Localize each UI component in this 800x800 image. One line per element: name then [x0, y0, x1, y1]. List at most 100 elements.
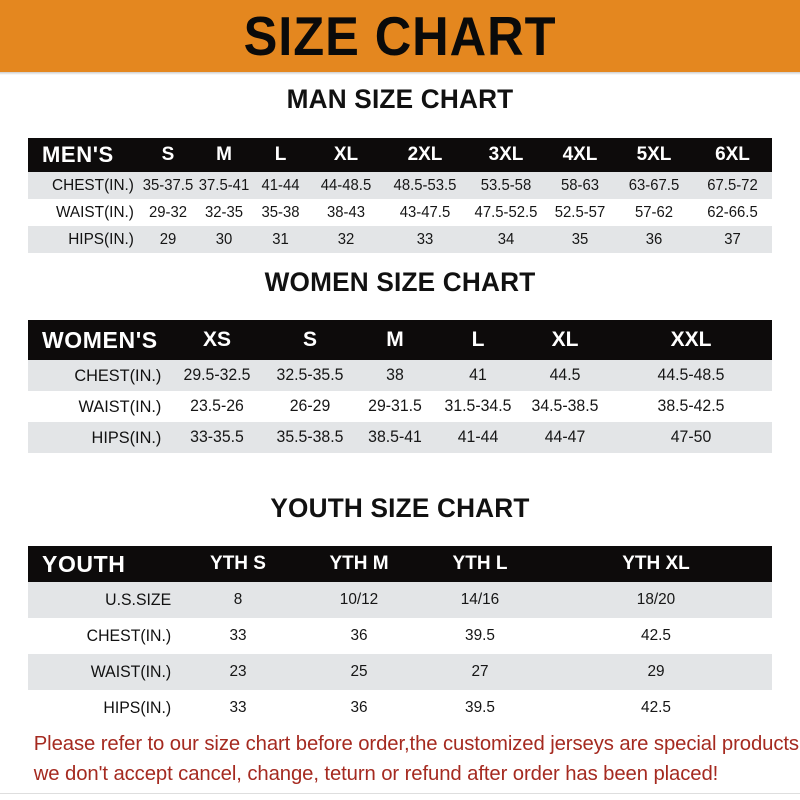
youth-row-label-1: U.S.SIZE [105, 590, 172, 609]
youth-cell-r3-c1: 23 [229, 663, 247, 680]
man-table-body: CHEST(IN.) 35-37.5 37.5-41 41-44 44-48.5 48.5… [28, 172, 772, 253]
table-row: WAIST(IN.) 23 25 27 29 [28, 654, 772, 690]
women-cell-r3-c2: 35.5-38.5 [276, 428, 344, 446]
women-size-header-2: S [302, 328, 317, 351]
women-cell-r2-c3: 29-31.5 [368, 397, 422, 415]
man-row-label-1: CHEST(IN.) [52, 176, 134, 194]
women-cell-r3-c5: 44-47 [544, 428, 586, 446]
man-size-chart-table: MEN'S S M L XL 2XL 3XL 4XL 5XL 6XL CHEST(IN.) 35-3… [28, 138, 772, 253]
table-row: HIPS(IN.) 33 36 39.5 42.5 [28, 690, 772, 726]
banner-title: SIZE CHART [243, 4, 557, 67]
women-cell-r2-c1: 23.5-26 [190, 397, 244, 415]
youth-cell-r4-c4: 42.5 [641, 699, 671, 716]
man-cell-r2-c5: 43-47.5 [399, 203, 451, 221]
man-cell-r1-c1: 35-37.5 [142, 176, 194, 194]
women-header-row: WOMEN'S XS S M L XL XXL [28, 320, 772, 360]
women-size-header-1: XS [202, 328, 231, 351]
women-cell-r1-c4: 41 [469, 366, 487, 384]
man-cell-r3-c9: 37 [724, 230, 741, 248]
youth-cell-r2-c1: 33 [229, 627, 247, 644]
man-cell-r2-c2: 32-35 [204, 203, 244, 221]
man-cell-r3-c2: 30 [215, 230, 233, 248]
table-row: HIPS(IN.) 33-35.5 35.5-38.5 38.5-41 41-44 44-… [28, 422, 772, 453]
women-row-label-2: WAIST(IN.) [78, 396, 162, 416]
women-row-label-1: CHEST(IN.) [74, 365, 162, 385]
man-cell-r3-c1: 29 [159, 230, 177, 248]
banner-shadow-divider [0, 72, 800, 75]
man-row-label-2: WAIST(IN.) [55, 203, 134, 221]
table-row: WAIST(IN.) 29-32 32-35 35-38 38-43 43-47.5 47.… [28, 199, 772, 226]
man-cell-r3-c4: 32 [337, 230, 355, 248]
women-cell-r3-c3: 38.5-41 [368, 428, 422, 446]
women-table-body: CHEST(IN.) 29.5-32.5 32.5-35.5 38 41 44.5 44.5… [28, 360, 772, 453]
bottom-divider [0, 793, 800, 794]
man-size-chart-title: MAN SIZE CHART [286, 84, 514, 114]
women-table-corner-label: WOMEN'S [42, 326, 158, 353]
notice-line-1: Please refer to our size chart before or… [33, 732, 800, 755]
youth-size-chart-title: YOUTH SIZE CHART [270, 493, 530, 523]
man-size-header-8: 5XL [636, 144, 672, 165]
youth-cell-r3-c4: 29 [647, 663, 665, 680]
youth-cell-r1-c1: 8 [233, 591, 243, 608]
man-size-header-3: L [274, 144, 287, 165]
table-row: CHEST(IN.) 29.5-32.5 32.5-35.5 38 41 44.5 44.5… [28, 360, 772, 391]
youth-cell-r4-c1: 33 [229, 699, 247, 716]
table-row: CHEST(IN.) 35-37.5 37.5-41 41-44 44-48.5 48.5… [28, 172, 772, 199]
youth-size-header-2: YTH M [329, 553, 389, 574]
youth-row-label-4: HIPS(IN.) [103, 698, 172, 717]
man-size-header-1: S [161, 144, 175, 165]
youth-cell-r4-c3: 39.5 [465, 699, 495, 716]
man-cell-r1-c6: 53.5-58 [480, 176, 532, 194]
youth-header-row: YOUTH YTH S YTH M YTH L YTH XL [28, 546, 772, 582]
youth-size-header-4: YTH XL [622, 553, 690, 574]
man-cell-r1-c9: 67.5-72 [707, 176, 758, 194]
man-cell-r1-c2: 37.5-41 [198, 176, 250, 194]
man-cell-r2-c6: 47.5-52.5 [474, 203, 538, 221]
man-size-header-6: 3XL [488, 144, 524, 165]
youth-table-corner-label: YOUTH [42, 550, 126, 577]
man-cell-r3-c6: 34 [497, 230, 515, 248]
youth-cell-r3-c3: 27 [471, 663, 489, 680]
women-cell-r3-c4: 41-44 [457, 428, 499, 446]
women-size-header-5: XL [551, 328, 579, 351]
youth-size-header-3: YTH L [452, 553, 508, 574]
women-cell-r1-c3: 38 [386, 366, 404, 384]
women-cell-r2-c2: 26-29 [289, 397, 331, 415]
women-cell-r3-c1: 33-35.5 [190, 428, 244, 446]
youth-row-label-2: CHEST(IN.) [86, 626, 172, 645]
man-cell-r2-c1: 29-32 [148, 203, 188, 221]
youth-cell-r2-c4: 42.5 [641, 627, 671, 644]
man-cell-r1-c5: 48.5-53.5 [393, 176, 457, 194]
man-cell-r3-c8: 36 [645, 230, 663, 248]
man-cell-r3-c7: 35 [571, 230, 589, 248]
man-table-header: MEN'S S M L XL 2XL 3XL 4XL 5XL 6XL [28, 138, 772, 172]
man-cell-r1-c4: 44-48.5 [320, 176, 372, 194]
women-size-chart-title: WOMEN SIZE CHART [264, 267, 536, 297]
man-cell-r1-c8: 63-67.5 [628, 176, 680, 194]
notice-line-2: we don't accept cancel, change, teturn o… [33, 762, 719, 785]
women-cell-r1-c1: 29.5-32.5 [183, 366, 251, 384]
women-cell-r1-c2: 32.5-35.5 [276, 366, 344, 384]
size-chart-banner: SIZE CHART [0, 0, 800, 72]
women-cell-r2-c5: 34.5-38.5 [531, 397, 599, 415]
man-row-label-3: HIPS(IN.) [68, 230, 134, 248]
man-size-header-9: 6XL [715, 144, 750, 165]
women-row-label-3: HIPS(IN.) [91, 427, 162, 447]
man-cell-r3-c5: 33 [416, 230, 434, 248]
women-cell-r2-c4: 31.5-34.5 [444, 397, 512, 415]
man-cell-r2-c4: 38-43 [326, 203, 366, 221]
women-cell-r1-c6: 44.5-48.5 [657, 366, 725, 384]
man-size-header-5: 2XL [407, 144, 443, 165]
man-cell-r2-c9: 62-66.5 [707, 203, 758, 221]
youth-cell-r1-c4: 18/20 [636, 591, 676, 608]
table-row: HIPS(IN.) 29 30 31 32 33 34 35 36 37 [28, 226, 772, 253]
youth-table-body: U.S.SIZE 8 10/12 14/16 18/20 CHEST(IN.) 33 36 39… [28, 582, 772, 726]
women-size-header-6: XXL [670, 328, 712, 351]
women-size-header-4: L [471, 328, 485, 351]
man-size-header-4: XL [333, 144, 359, 165]
youth-size-header-1: YTH S [210, 553, 266, 574]
youth-cell-r2-c3: 39.5 [465, 627, 495, 644]
order-policy-notice: Please refer to our size chart before or… [33, 729, 800, 789]
youth-cell-r2-c2: 36 [350, 627, 368, 644]
women-size-chart-table: WOMEN'S XS S M L XL XXL CHEST(IN.) 29.5-32.5 32.… [28, 320, 772, 453]
